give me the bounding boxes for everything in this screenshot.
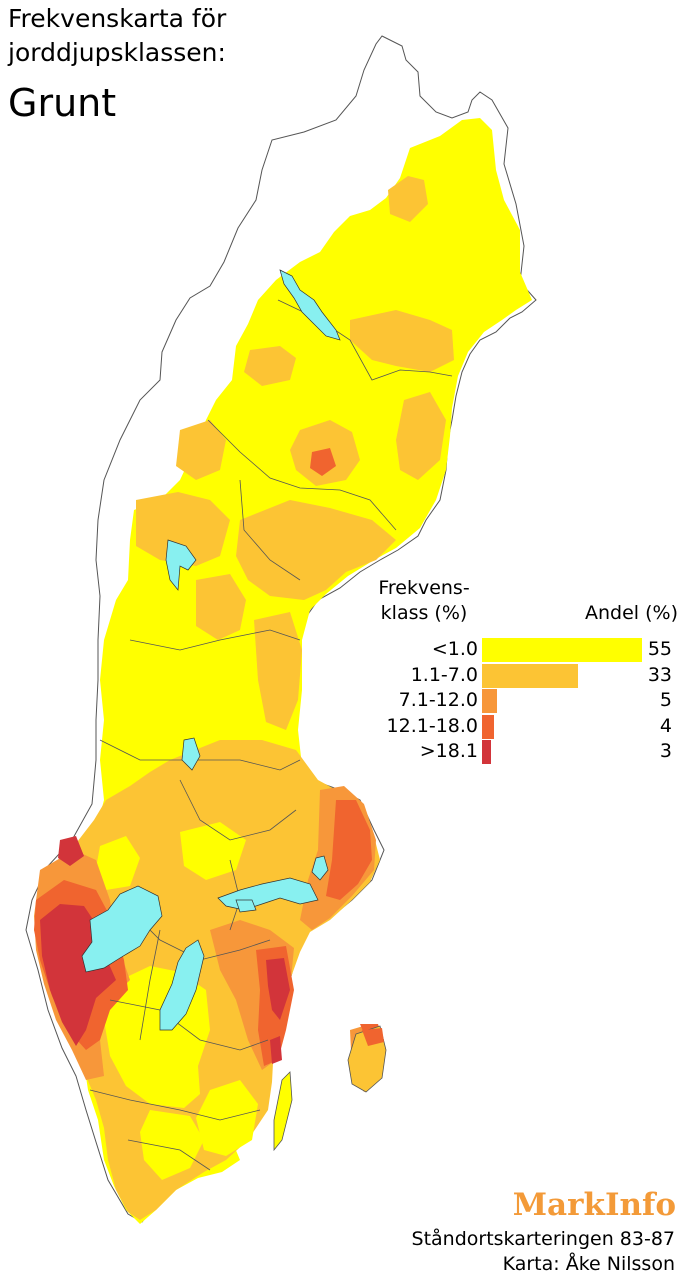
class-1-7-patch	[196, 574, 246, 640]
legend-row: <1.0 55	[0, 637, 685, 662]
legend-share-bar	[482, 714, 494, 739]
class-1-7-patch	[254, 612, 302, 730]
legend-row: 7.1-12.0 5	[0, 688, 685, 713]
lake-north	[279, 269, 341, 341]
lakes	[81, 269, 341, 1031]
class-1-7-patch	[176, 420, 226, 480]
oland-island	[273, 1071, 293, 1152]
lake-small	[311, 855, 329, 881]
legend-header-class-line2: klass (%)	[380, 602, 468, 624]
lake-storsjon	[165, 539, 197, 591]
class-1-7-patch	[136, 492, 230, 566]
class-1-7-patch	[396, 392, 446, 480]
legend-class-label: 1.1-7.0	[410, 663, 478, 686]
class-12-18-area	[326, 800, 372, 900]
class-1-7-patch	[236, 500, 396, 600]
legend-share-bar	[482, 663, 578, 688]
class-lt1-south-patch	[96, 836, 140, 890]
legend-share-value: 33	[647, 663, 672, 686]
gotland-red-patch	[362, 1028, 384, 1046]
soil-class-name: Grunt	[8, 81, 117, 125]
lake-hjalmaren	[235, 899, 257, 913]
legend-row: >18.1 3	[0, 739, 685, 764]
class-12-18-area	[310, 448, 336, 476]
legend-row: 12.1-18.0 4	[0, 714, 685, 739]
credit-source: Ståndortskarteringen 83-87	[411, 1228, 675, 1250]
legend-share-bar	[482, 638, 642, 662]
map-title-line1: Frekvenskarta för	[8, 4, 227, 33]
legend-class-label: 7.1-12.0	[398, 689, 478, 711]
class-gt18-area	[58, 836, 84, 866]
markinfo-logo: MarkInfo	[512, 1187, 676, 1223]
legend-share-value: 4	[659, 714, 672, 737]
legend-share-value: 5	[659, 689, 672, 711]
class-1-7-patch	[388, 176, 428, 222]
legend-class-label: <1.0	[431, 638, 478, 660]
class-1-7-patch	[350, 310, 454, 372]
legend-share-bar	[482, 689, 497, 713]
legend-share-bar	[482, 740, 491, 764]
legend-share-value: 3	[659, 740, 672, 762]
legend-header-class-line1: Frekvens-	[378, 577, 470, 599]
map-title-line2: jorddjupsklassen:	[8, 38, 226, 67]
legend-row: 1.1-7.0 33	[0, 663, 685, 688]
class-lt1-south-patch	[180, 822, 246, 880]
legend-class-label: >18.1	[419, 740, 478, 762]
class-lt1-south-patch	[140, 1110, 204, 1180]
lake-vanern	[81, 885, 163, 973]
class-gt18-area	[270, 1036, 282, 1064]
legend-header-share: Andel (%)	[585, 602, 678, 624]
legend-class-label: 12.1-18.0	[386, 714, 478, 737]
class-1-7-patch	[244, 346, 296, 386]
credit-author: Karta: Åke Nilsson	[502, 1253, 675, 1275]
lake-siljan	[181, 737, 201, 771]
legend-share-value: 55	[647, 638, 672, 660]
lake-vattern	[159, 939, 205, 1031]
class-gt18-area	[266, 958, 290, 1020]
